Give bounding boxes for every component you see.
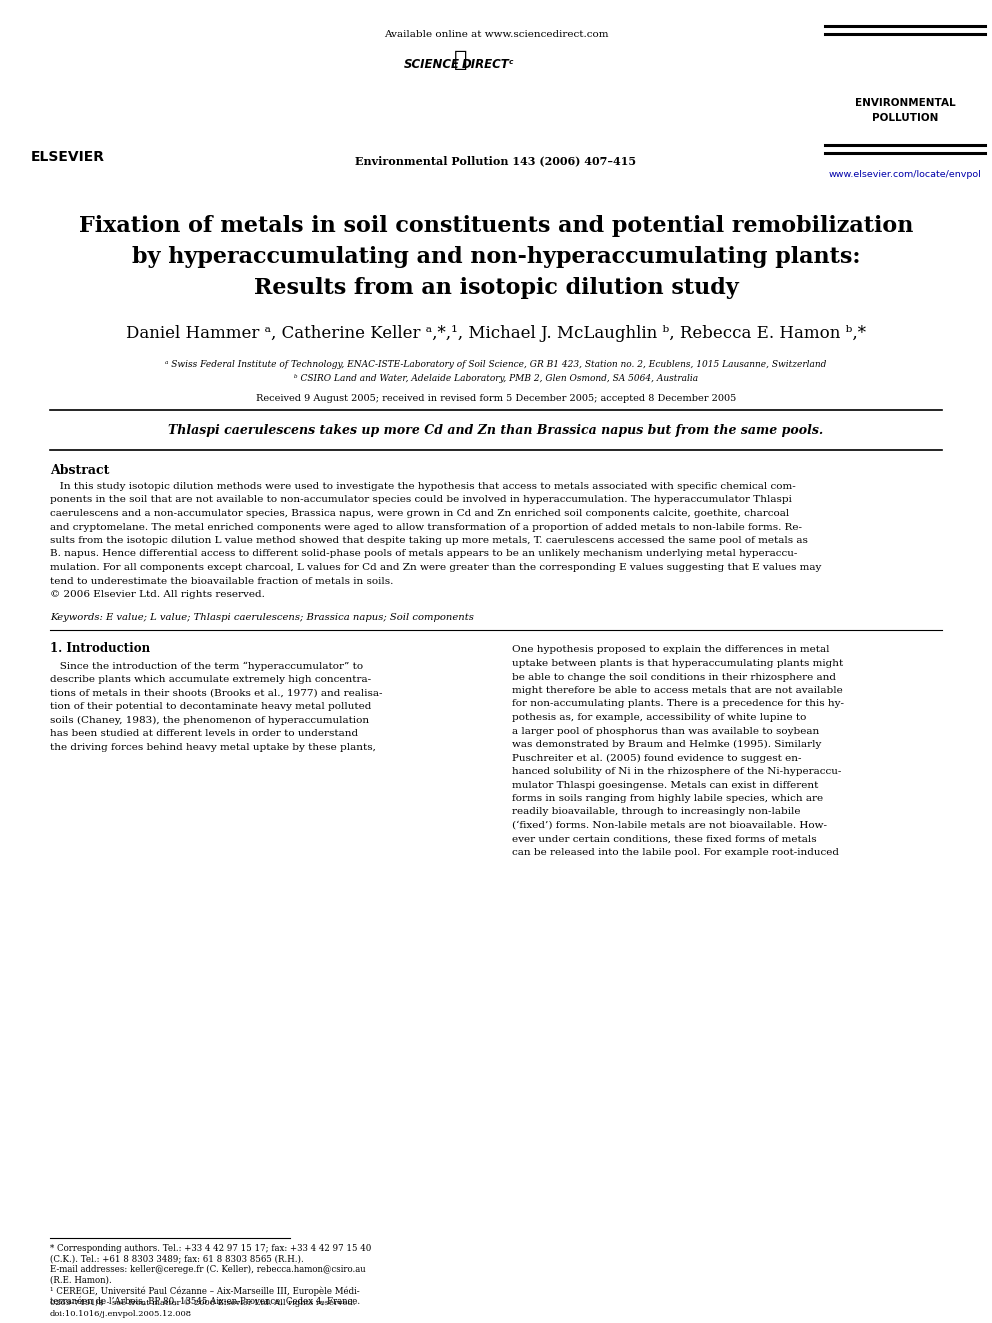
Text: mulation. For all components except charcoal, L values for Cd and Zn were greate: mulation. For all components except char…	[50, 564, 821, 572]
Text: ¹ CEREGE, Université Paul Cézanne – Aix-Marseille III, Europèle Médi-: ¹ CEREGE, Université Paul Cézanne – Aix-…	[50, 1286, 360, 1295]
Text: describe plants which accumulate extremely high concentra-: describe plants which accumulate extreme…	[50, 675, 371, 684]
Text: ever under certain conditions, these fixed forms of metals: ever under certain conditions, these fix…	[512, 835, 816, 844]
Text: tions of metals in their shoots (Brooks et al., 1977) and realisa-: tions of metals in their shoots (Brooks …	[50, 688, 383, 697]
Text: hanced solubility of Ni in the rhizosphere of the Ni-hyperaccu-: hanced solubility of Ni in the rhizosphe…	[512, 767, 841, 777]
Text: Fixation of metals in soil constituents and potential remobilization: Fixation of metals in soil constituents …	[78, 216, 914, 237]
Text: ᵃ Swiss Federal Institute of Technology, ENAC-ISTE-Laboratory of Soil Science, G: ᵃ Swiss Federal Institute of Technology,…	[166, 360, 826, 369]
Text: by hyperaccumulating and non-hyperaccumulating plants:: by hyperaccumulating and non-hyperaccumu…	[132, 246, 860, 269]
Text: be able to change the soil conditions in their rhizosphere and: be able to change the soil conditions in…	[512, 672, 836, 681]
Text: doi:10.1016/j.envpol.2005.12.008: doi:10.1016/j.envpol.2005.12.008	[50, 1310, 192, 1318]
Text: Available online at www.sciencedirect.com: Available online at www.sciencedirect.co…	[384, 30, 608, 38]
Text: forms in soils ranging from highly labile species, which are: forms in soils ranging from highly labil…	[512, 794, 823, 803]
Text: Daniel Hammer ᵃ, Catherine Keller ᵃ,*,¹, Michael J. McLaughlin ᵇ, Rebecca E. Ham: Daniel Hammer ᵃ, Catherine Keller ᵃ,*,¹,…	[126, 325, 866, 343]
Text: tend to underestimate the bioavailable fraction of metals in soils.: tend to underestimate the bioavailable f…	[50, 577, 394, 586]
Text: sults from the isotopic dilution L value method showed that despite taking up mo: sults from the isotopic dilution L value…	[50, 536, 807, 545]
Text: One hypothesis proposed to explain the differences in metal: One hypothesis proposed to explain the d…	[512, 646, 829, 655]
Text: caerulescens and a non-accumulator species, Brassica napus, were grown in Cd and: caerulescens and a non-accumulator speci…	[50, 509, 790, 519]
Text: has been studied at different levels in order to understand: has been studied at different levels in …	[50, 729, 358, 738]
Text: Results from an isotopic dilution study: Results from an isotopic dilution study	[254, 277, 738, 299]
Text: B. napus. Hence differential access to different solid-phase pools of metals app: B. napus. Hence differential access to d…	[50, 549, 798, 558]
Text: Received 9 August 2005; received in revised form 5 December 2005; accepted 8 Dec: Received 9 August 2005; received in revi…	[256, 394, 736, 404]
Text: E-mail addresses: keller@cerege.fr (C. Keller), rebecca.hamon@csiro.au: E-mail addresses: keller@cerege.fr (C. K…	[50, 1265, 366, 1274]
Text: © 2006 Elsevier Ltd. All rights reserved.: © 2006 Elsevier Ltd. All rights reserved…	[50, 590, 265, 599]
Text: might therefore be able to access metals that are not available: might therefore be able to access metals…	[512, 687, 843, 695]
Text: tion of their potential to decontaminate heavy metal polluted: tion of their potential to decontaminate…	[50, 703, 371, 710]
Text: * Corresponding authors. Tel.: +33 4 42 97 15 17; fax: +33 4 42 97 15 40: * Corresponding authors. Tel.: +33 4 42 …	[50, 1244, 371, 1253]
Text: Environmental Pollution 143 (2006) 407–415: Environmental Pollution 143 (2006) 407–4…	[355, 155, 637, 165]
Text: ELSEVIER: ELSEVIER	[31, 149, 105, 164]
Text: Keywords: E value; L value; Thlaspi caerulescens; Brassica napus; Soil component: Keywords: E value; L value; Thlaspi caer…	[50, 614, 474, 623]
Text: a larger pool of phosphorus than was available to soybean: a larger pool of phosphorus than was ava…	[512, 726, 819, 736]
Text: soils (Chaney, 1983), the phenomenon of hyperaccumulation: soils (Chaney, 1983), the phenomenon of …	[50, 716, 369, 725]
Text: 1. Introduction: 1. Introduction	[50, 642, 150, 655]
Text: can be released into the labile pool. For example root-induced: can be released into the labile pool. Fo…	[512, 848, 839, 857]
Text: DIRECTᶜ: DIRECTᶜ	[462, 58, 515, 71]
Text: the driving forces behind heavy metal uptake by these plants,: the driving forces behind heavy metal up…	[50, 742, 376, 751]
Text: www.elsevier.com/locate/envpol: www.elsevier.com/locate/envpol	[828, 169, 981, 179]
Text: Thlaspi caerulescens takes up more Cd and Zn than Brassica napus but from the sa: Thlaspi caerulescens takes up more Cd an…	[169, 423, 823, 437]
Text: for non-accumulating plants. There is a precedence for this hy-: for non-accumulating plants. There is a …	[512, 700, 844, 709]
Text: Abstract: Abstract	[50, 464, 109, 478]
Text: (R.E. Hamon).: (R.E. Hamon).	[50, 1275, 112, 1285]
Text: In this study isotopic dilution methods were used to investigate the hypothesis : In this study isotopic dilution methods …	[50, 482, 796, 491]
Text: ⓐ: ⓐ	[454, 50, 467, 70]
Text: (C.K.). Tel.: +61 8 8303 3489; fax: 61 8 8303 8565 (R.H.).: (C.K.). Tel.: +61 8 8303 3489; fax: 61 8…	[50, 1254, 304, 1263]
Text: readily bioavailable, through to increasingly non-labile: readily bioavailable, through to increas…	[512, 807, 801, 816]
Text: was demonstrated by Braum and Helmke (1995). Similarly: was demonstrated by Braum and Helmke (19…	[512, 740, 821, 749]
Text: Since the introduction of the term “hyperaccumulator” to: Since the introduction of the term “hype…	[50, 662, 363, 671]
Text: terranéen de l’Arbois, BP 80, 13545 Aix-en-Provence, Cedex 4, France.: terranéen de l’Arbois, BP 80, 13545 Aix-…	[50, 1297, 360, 1306]
Text: uptake between plants is that hyperaccumulating plants might: uptake between plants is that hyperaccum…	[512, 659, 843, 668]
Text: POLLUTION: POLLUTION	[872, 112, 938, 123]
Text: (‘fixed’) forms. Non-labile metals are not bioavailable. How-: (‘fixed’) forms. Non-labile metals are n…	[512, 822, 827, 830]
Text: ᵇ CSIRO Land and Water, Adelaide Laboratory, PMB 2, Glen Osmond, SA 5064, Austra: ᵇ CSIRO Land and Water, Adelaide Laborat…	[294, 374, 698, 382]
Text: and cryptomelane. The metal enriched components were aged to allow transformatio: and cryptomelane. The metal enriched com…	[50, 523, 802, 532]
Text: ponents in the soil that are not available to non-accumulator species could be i: ponents in the soil that are not availab…	[50, 496, 792, 504]
Text: pothesis as, for example, accessibility of white lupine to: pothesis as, for example, accessibility …	[512, 713, 806, 722]
Text: SCIENCE: SCIENCE	[404, 58, 460, 71]
Text: ENVIRONMENTAL: ENVIRONMENTAL	[855, 98, 955, 108]
Text: Puschreiter et al. (2005) found evidence to suggest en-: Puschreiter et al. (2005) found evidence…	[512, 754, 802, 762]
Text: mulator Thlaspi goesingense. Metals can exist in different: mulator Thlaspi goesingense. Metals can …	[512, 781, 818, 790]
Text: 0269-7491/$ - see front matter © 2006 Elsevier Ltd. All rights reserved.: 0269-7491/$ - see front matter © 2006 El…	[50, 1299, 355, 1307]
